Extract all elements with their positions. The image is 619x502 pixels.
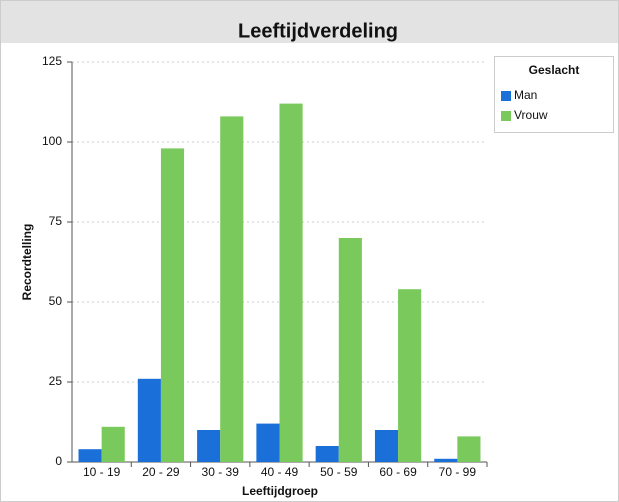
y-tick-label: 125 [42, 54, 62, 68]
x-tick-label: 30 - 39 [202, 465, 240, 479]
legend-swatch [501, 91, 511, 101]
y-tick-label: 50 [49, 294, 63, 308]
bar [160, 148, 185, 462]
x-tick-label: 50 - 59 [320, 465, 358, 479]
y-axis-label: Recordtelling [20, 224, 34, 301]
bar [137, 378, 161, 462]
bar [374, 430, 399, 462]
y-tick-label: 75 [49, 214, 63, 228]
bar [279, 103, 303, 462]
title-bar [1, 1, 618, 43]
x-axis-label: Leeftijdgroep [242, 484, 318, 498]
bar [78, 449, 102, 462]
legend-label: Man [514, 88, 537, 102]
bar [197, 430, 221, 462]
x-tick-label: 60 - 69 [379, 465, 417, 479]
x-tick-label: 40 - 49 [261, 465, 299, 479]
bar [434, 458, 458, 462]
legend-title: Geslacht [529, 63, 580, 77]
x-tick-label: 20 - 29 [142, 465, 180, 479]
legend-label: Vrouw [514, 108, 548, 122]
bar [101, 426, 125, 462]
bar [457, 436, 481, 462]
y-tick-label: 100 [42, 134, 62, 148]
bar [338, 238, 362, 462]
legend-box [494, 56, 614, 133]
chart-title: Leeftijdverdeling [238, 20, 398, 42]
y-tick-label: 25 [49, 374, 63, 388]
bar [398, 289, 422, 462]
legend-swatch [501, 111, 511, 121]
bar [256, 423, 280, 462]
x-tick-label: 10 - 19 [83, 465, 121, 479]
bar [315, 446, 339, 462]
y-tick-label: 0 [55, 454, 62, 468]
x-tick-label: 70 - 99 [439, 465, 477, 479]
bar [220, 116, 244, 463]
